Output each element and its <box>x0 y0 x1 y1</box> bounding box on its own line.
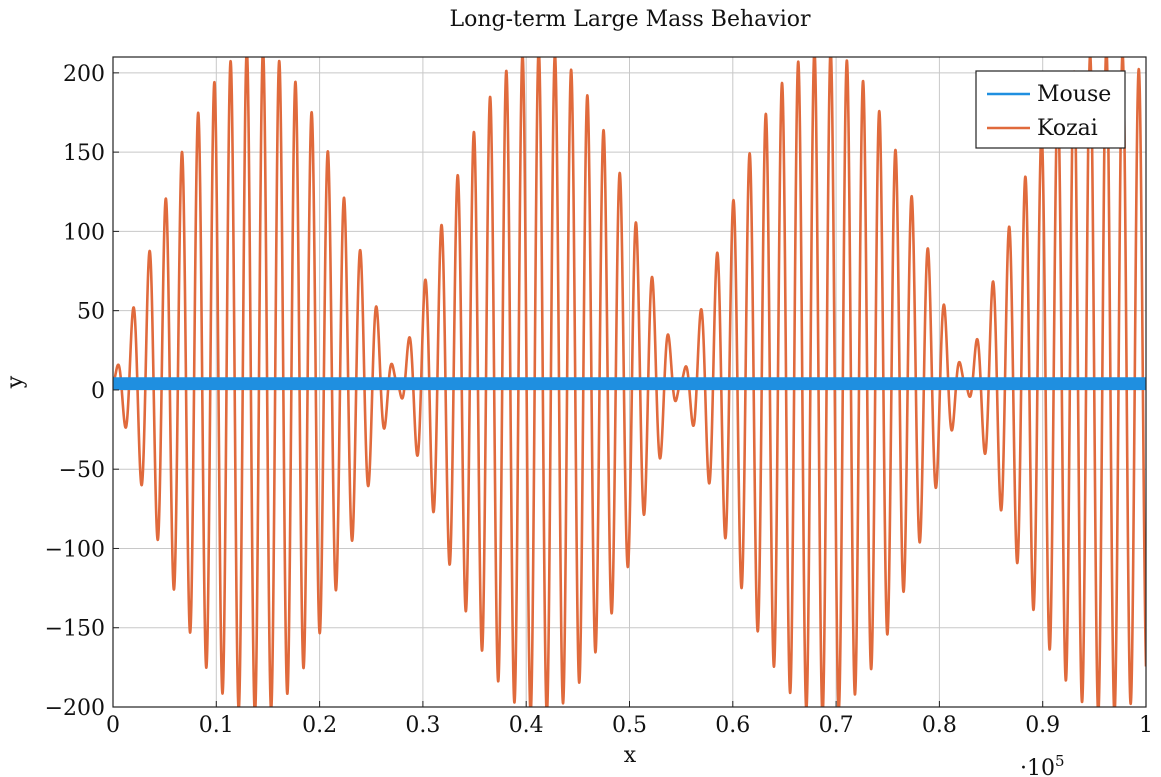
x-axis-ticks: 0 0.1 0.2 0.3 0.4 0.5 0.6 0.7 0.8 0.9 1 <box>106 701 1153 738</box>
x-tick-label: 0.3 <box>405 713 440 738</box>
x-tick-label: 0.6 <box>715 713 750 738</box>
y-axis-label: y <box>3 375 28 389</box>
y-tick-label: 200 <box>63 62 105 87</box>
x-tick-label: 0.5 <box>612 713 647 738</box>
mouse-series-line <box>113 377 1146 390</box>
y-tick-label: 150 <box>63 141 105 166</box>
chart-title: Long-term Large Mass Behavior <box>449 7 811 32</box>
x-tick-label: 0.2 <box>302 713 337 738</box>
x-tick-label: 0.9 <box>1025 713 1060 738</box>
y-tick-label: 0 <box>91 379 105 404</box>
y-tick-label: 50 <box>77 300 105 325</box>
legend-mouse-label: Mouse <box>1037 82 1111 107</box>
x-tick-label: 0.1 <box>199 713 234 738</box>
x-tick-label: 0 <box>106 713 120 738</box>
legend-box <box>975 70 1126 149</box>
y-tick-label: 100 <box>63 220 105 245</box>
y-tick-label: −50 <box>59 458 105 483</box>
legend-kozai-label: Kozai <box>1037 116 1098 141</box>
y-tick-label: −150 <box>45 617 105 642</box>
y-tick-label: −100 <box>45 537 105 562</box>
x-scale-multiplier: ·105 <box>1020 752 1065 777</box>
legend: Mouse Kozai <box>975 70 1126 149</box>
x-axis-label: x <box>624 743 637 768</box>
x-tick-label: 0.4 <box>509 713 544 738</box>
x-scale-base: ·105 <box>1020 752 1065 777</box>
x-tick-label: 1 <box>1139 713 1153 738</box>
x-tick-label: 0.7 <box>819 713 854 738</box>
kozai-series-line <box>113 57 1146 707</box>
y-tick-label: −200 <box>45 696 105 721</box>
y-axis-ticks: −200 −150 −100 −50 0 50 100 150 200 <box>45 62 119 721</box>
x-tick-label: 0.8 <box>922 713 957 738</box>
